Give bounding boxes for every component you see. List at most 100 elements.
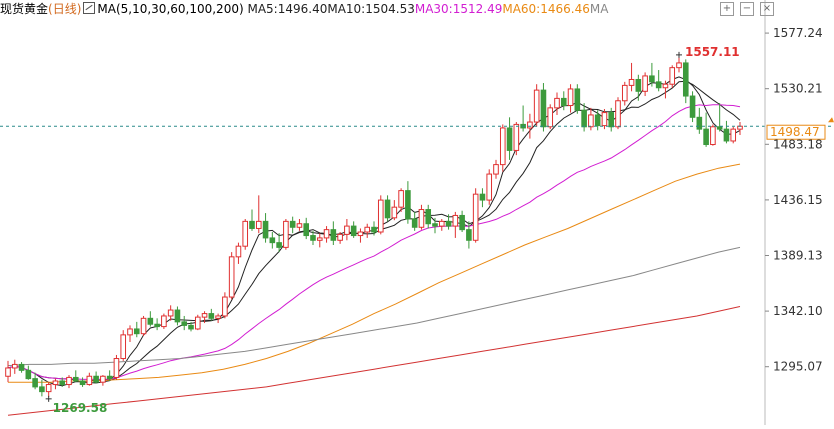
candle[interactable]: [506, 117, 513, 160]
candle[interactable]: [371, 221, 377, 236]
candle[interactable]: [323, 226, 330, 243]
candle[interactable]: [255, 195, 262, 234]
candle[interactable]: [269, 232, 276, 249]
candle[interactable]: [425, 204, 432, 229]
candle[interactable]: [262, 213, 269, 243]
candle[interactable]: [120, 330, 127, 361]
candle[interactable]: [377, 195, 384, 235]
candle[interactable]: [201, 311, 208, 324]
candle[interactable]: [289, 216, 296, 234]
candle[interactable]: [18, 362, 25, 373]
candle[interactable]: [86, 372, 93, 386]
candle[interactable]: [445, 214, 452, 230]
candle[interactable]: [479, 188, 486, 208]
indicator-icon[interactable]: [83, 2, 96, 14]
period-label[interactable]: (日线): [48, 2, 82, 16]
candle[interactable]: [418, 204, 425, 230]
candle[interactable]: [486, 169, 493, 205]
candle[interactable]: [181, 315, 188, 331]
minus-icon[interactable]: −: [740, 2, 754, 16]
candle[interactable]: [716, 103, 723, 132]
candle[interactable]: [350, 221, 357, 238]
candle[interactable]: [188, 321, 194, 332]
candle[interactable]: [459, 210, 465, 233]
candle[interactable]: [662, 80, 669, 99]
candle[interactable]: [59, 377, 66, 387]
candle[interactable]: [588, 107, 594, 131]
candle[interactable]: [560, 91, 567, 111]
candle[interactable]: [222, 292, 228, 319]
candle[interactable]: [533, 84, 540, 127]
candle[interactable]: [520, 105, 526, 132]
candle[interactable]: [161, 313, 167, 329]
candle[interactable]: [72, 370, 79, 383]
candle[interactable]: [39, 379, 45, 397]
candle[interactable]: [621, 81, 628, 106]
candle[interactable]: [649, 62, 655, 87]
candle[interactable]: [466, 221, 472, 249]
candle[interactable]: [499, 124, 506, 172]
candle[interactable]: [79, 377, 86, 387]
candle[interactable]: [594, 110, 601, 131]
candle[interactable]: [540, 83, 547, 132]
candle[interactable]: [167, 305, 174, 321]
candle[interactable]: [696, 107, 703, 134]
candle[interactable]: [113, 354, 120, 380]
candle[interactable]: [432, 217, 438, 234]
candle[interactable]: [730, 126, 737, 144]
candle[interactable]: [194, 314, 201, 331]
candle[interactable]: [682, 59, 689, 104]
candle[interactable]: [669, 65, 676, 88]
candle[interactable]: [330, 221, 337, 246]
candle[interactable]: [601, 109, 608, 130]
candle[interactable]: [100, 375, 106, 386]
candle[interactable]: [140, 315, 147, 337]
candle[interactable]: [283, 219, 289, 250]
candle[interactable]: [296, 219, 303, 231]
candle[interactable]: [303, 217, 310, 240]
candle[interactable]: [242, 219, 249, 250]
candle[interactable]: [276, 233, 282, 253]
candle[interactable]: [642, 72, 648, 97]
candle[interactable]: [493, 159, 499, 179]
candle[interactable]: [249, 209, 255, 231]
candle[interactable]: [581, 103, 587, 132]
candle[interactable]: [438, 219, 445, 231]
candle[interactable]: [106, 370, 113, 381]
candle[interactable]: [384, 195, 391, 222]
candle[interactable]: [608, 107, 615, 132]
candle[interactable]: [615, 97, 621, 130]
candle[interactable]: [723, 120, 730, 144]
candle[interactable]: [703, 112, 709, 147]
candle[interactable]: [45, 382, 52, 397]
candles[interactable]: [5, 56, 743, 397]
candle[interactable]: [316, 233, 323, 248]
plus-icon[interactable]: +: [720, 2, 734, 16]
candle[interactable]: [93, 371, 99, 384]
candle[interactable]: [5, 360, 11, 383]
candle[interactable]: [513, 122, 520, 156]
candle[interactable]: [364, 223, 371, 238]
candle[interactable]: [574, 84, 581, 114]
candle[interactable]: [228, 252, 235, 300]
candle[interactable]: [344, 219, 350, 241]
candle[interactable]: [655, 70, 662, 92]
candle[interactable]: [32, 372, 38, 390]
candle[interactable]: [208, 308, 215, 321]
candle[interactable]: [357, 228, 364, 243]
ma-params[interactable]: MA(5,10,30,60,100,200): [97, 2, 244, 16]
candle[interactable]: [11, 359, 18, 374]
candle[interactable]: [52, 378, 59, 390]
candle[interactable]: [710, 124, 716, 146]
candle[interactable]: [628, 62, 635, 92]
candle[interactable]: [391, 200, 398, 221]
candle[interactable]: [215, 313, 221, 324]
candle[interactable]: [310, 230, 316, 246]
candle[interactable]: [472, 188, 479, 243]
candle[interactable]: [689, 91, 696, 123]
candle[interactable]: [235, 242, 242, 264]
candle[interactable]: [147, 311, 154, 327]
candle[interactable]: [737, 122, 743, 136]
